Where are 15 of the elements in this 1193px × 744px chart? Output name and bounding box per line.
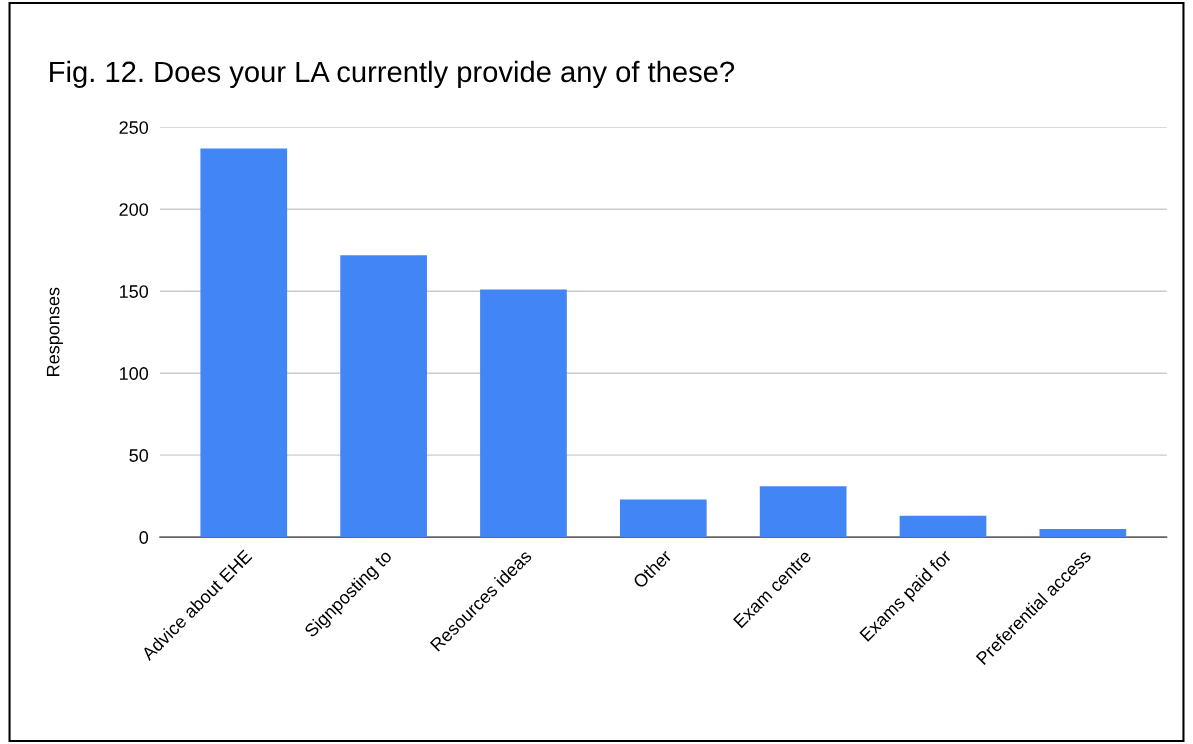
bar	[619, 499, 707, 538]
y-tick-label: 0	[139, 531, 149, 544]
y-tick-label: 50	[129, 449, 149, 462]
bar	[899, 515, 987, 538]
bar	[759, 486, 847, 538]
y-tick-label: 250	[119, 121, 149, 134]
y-tick-label: 200	[119, 203, 149, 216]
bar	[200, 148, 288, 538]
bar	[1039, 528, 1127, 538]
y-axis-title: Responses	[46, 287, 64, 376]
bar	[480, 289, 567, 538]
y-tick-label: 150	[120, 285, 149, 298]
chart-title: Fig. 12. Does your LA currently provide any of these?	[50, 60, 735, 88]
y-tick-label: 100	[120, 367, 149, 380]
bar	[340, 255, 427, 538]
